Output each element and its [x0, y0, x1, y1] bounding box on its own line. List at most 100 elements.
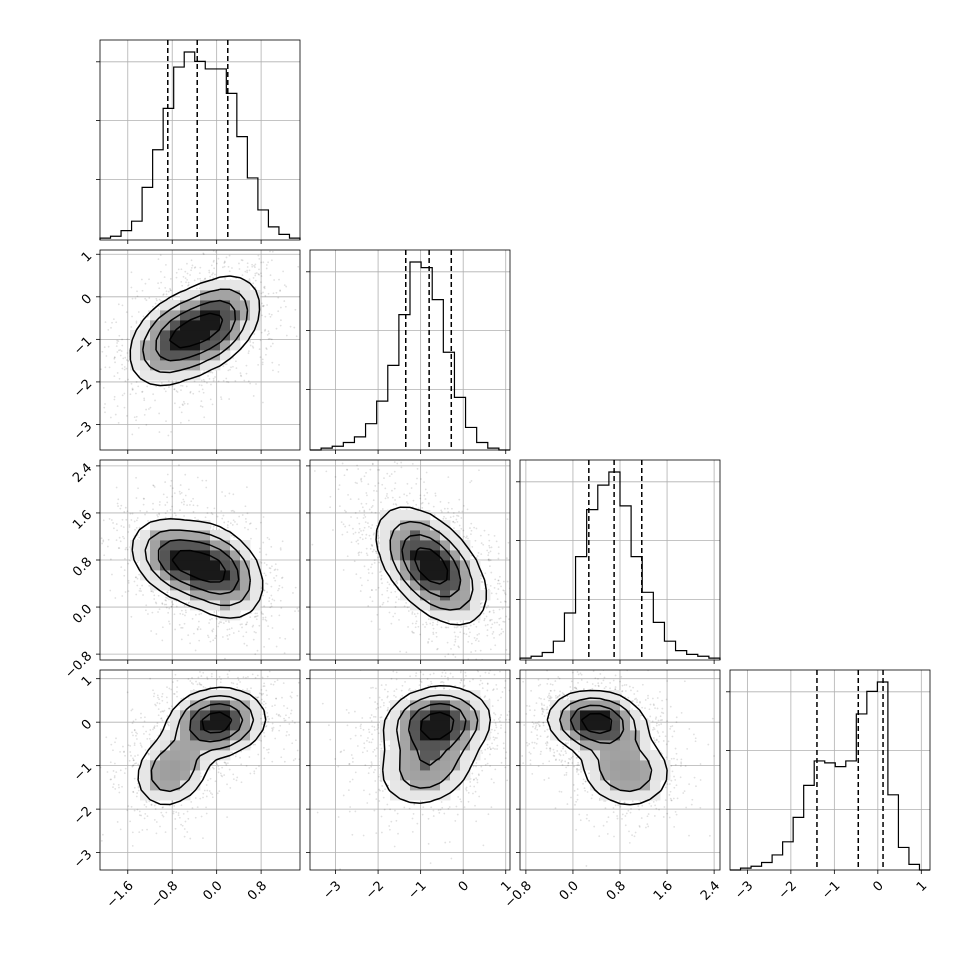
density-cell — [410, 520, 421, 531]
scatter-point — [135, 497, 138, 499]
density-cell — [150, 360, 161, 371]
scatter-point — [405, 453, 407, 455]
density-cell — [150, 320, 161, 331]
scatter-point — [363, 526, 366, 529]
scatter-point — [425, 471, 428, 474]
density-cell — [210, 580, 221, 591]
scatter-point — [142, 725, 145, 728]
scatter-point — [176, 686, 179, 689]
scatter-point — [506, 580, 509, 583]
scatter-point — [380, 501, 382, 504]
scatter-point — [363, 510, 366, 513]
scatter-point — [432, 505, 435, 508]
scatter-point — [170, 601, 173, 603]
density-cell — [170, 570, 181, 581]
scatter-point — [483, 617, 486, 620]
scatter-point — [343, 509, 346, 512]
scatter-point — [196, 627, 199, 630]
scatter-point — [166, 473, 169, 476]
scatter-point — [428, 638, 430, 640]
scatter-point — [178, 623, 181, 626]
scatter-point — [128, 526, 131, 528]
scatter-point — [260, 261, 263, 264]
scatter-point — [273, 599, 276, 602]
density-cell — [180, 350, 191, 361]
density-cell — [390, 570, 401, 581]
density-cell — [210, 330, 221, 341]
scatter-point — [381, 483, 384, 486]
scatter-point — [202, 229, 204, 231]
scatter-point — [245, 623, 248, 626]
scatter-point — [239, 623, 242, 626]
scatter-point — [120, 525, 123, 527]
scatter-point — [159, 254, 162, 257]
density-cell — [450, 600, 461, 611]
scatter-point — [505, 615, 508, 618]
scatter-point — [352, 527, 354, 530]
scatter-point — [196, 628, 199, 631]
density-cell — [400, 590, 411, 601]
scatter-point — [478, 469, 480, 472]
scatter-point — [175, 605, 178, 608]
scatter-point — [377, 540, 380, 543]
scatter-point — [377, 482, 380, 485]
scatter-point — [506, 518, 509, 521]
scatter-point — [165, 606, 168, 609]
density-cell — [400, 510, 411, 521]
scatter-point — [458, 646, 460, 649]
scatter-point — [207, 634, 209, 637]
scatter-point — [118, 334, 121, 337]
scatter-point — [123, 406, 126, 409]
scatter-point — [199, 671, 201, 673]
scatter-point — [180, 268, 183, 271]
scatter-point — [283, 284, 286, 287]
scatter-point — [370, 506, 373, 509]
scatter-point — [179, 509, 181, 512]
scatter-point — [274, 579, 277, 582]
scatter-point — [337, 597, 339, 599]
scatter-point — [415, 615, 417, 618]
scatter-point — [138, 536, 141, 539]
contour-line — [142, 288, 249, 374]
scatter-point — [224, 261, 226, 264]
scatter-point — [451, 507, 453, 510]
density-cell — [230, 600, 241, 611]
scatter-point — [180, 389, 182, 392]
density-cell — [430, 560, 441, 571]
scatter-point — [522, 672, 524, 674]
scatter-point — [470, 642, 473, 645]
scatter-point — [132, 790, 135, 793]
scatter-point — [148, 584, 151, 587]
scatter-point — [179, 612, 182, 615]
scatter-point — [296, 749, 299, 752]
scatter-point — [184, 494, 187, 497]
scatter-point — [194, 613, 197, 616]
scatter-point — [215, 618, 218, 621]
scatter-point — [263, 572, 266, 575]
scatter-point — [263, 286, 265, 289]
scatter-point — [274, 563, 277, 566]
scatter-point — [271, 722, 274, 725]
scatter-point — [271, 342, 274, 345]
density-cell — [210, 350, 221, 361]
scatter-point — [215, 665, 217, 667]
scatter-point — [355, 540, 358, 543]
scatter-point — [262, 304, 265, 307]
scatter-point — [105, 355, 108, 357]
scatter-point — [234, 380, 237, 382]
scatter-point — [113, 395, 116, 398]
scatter-point — [370, 543, 373, 546]
density-cell — [230, 590, 241, 601]
scatter-point — [148, 408, 150, 410]
scatter-point — [243, 642, 246, 645]
scatter-point — [267, 292, 270, 295]
scatter-point — [183, 402, 186, 405]
scatter-point — [232, 365, 234, 368]
scatter-point — [123, 368, 126, 371]
scatter-point — [199, 405, 202, 407]
scatter-point — [447, 501, 450, 504]
scatter-point — [278, 278, 280, 281]
scatter-point — [147, 753, 150, 756]
scatter-point — [342, 569, 345, 571]
scatter-point — [427, 502, 430, 505]
